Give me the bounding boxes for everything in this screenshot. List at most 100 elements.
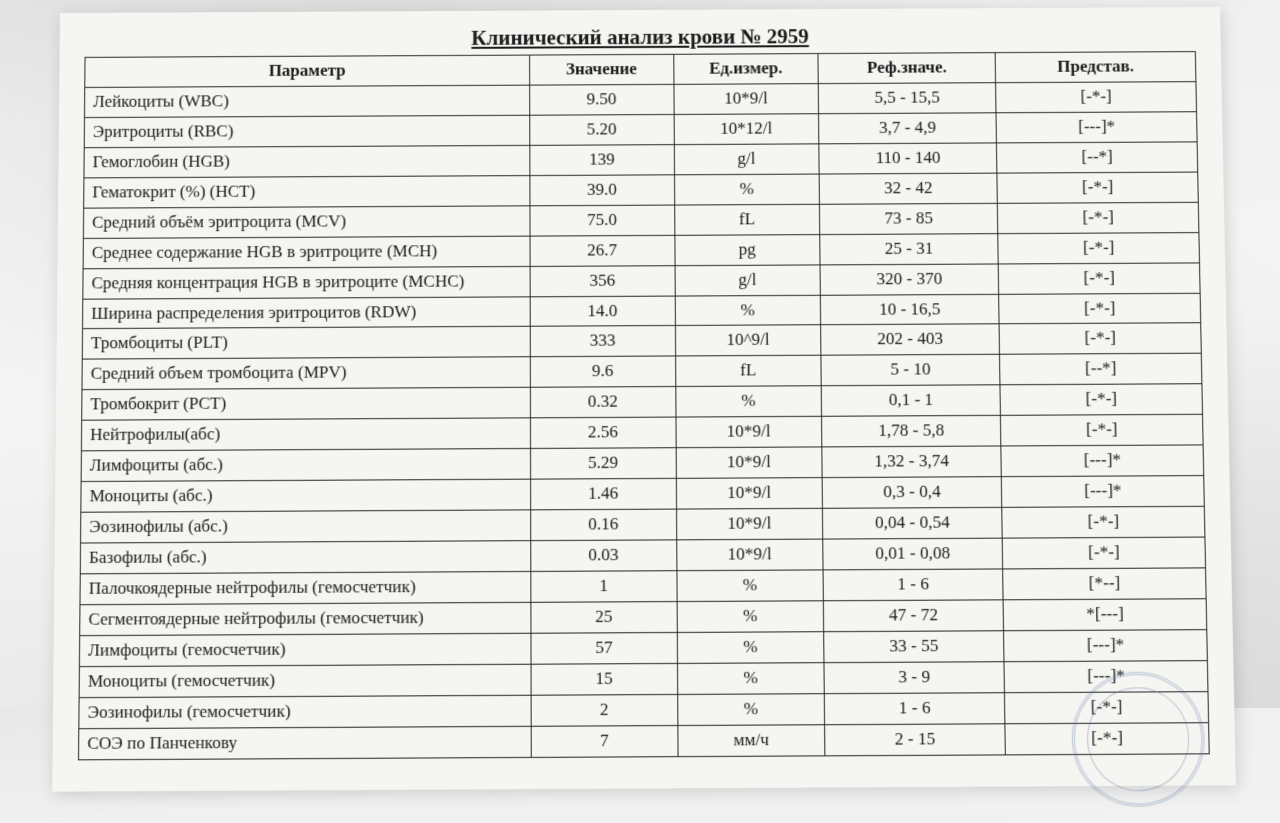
cell-unit: %: [677, 601, 824, 633]
cell-ref: 0,1 - 1: [821, 385, 1001, 416]
cell-ref: 0,01 - 0,08: [823, 538, 1003, 570]
cell-ref: 73 - 85: [819, 203, 998, 234]
cell-repr: [-*-]: [999, 293, 1201, 324]
cell-param: Палочкоядерные нейтрофилы (гемосчетчик): [80, 571, 531, 604]
cell-value: 5.20: [529, 114, 674, 145]
cell-unit: pg: [675, 234, 820, 265]
document-paper: Клинический анализ крови № 2959 Параметр…: [52, 7, 1236, 791]
cell-repr: [-*-]: [998, 232, 1199, 263]
cell-ref: 0,3 - 0,4: [822, 477, 1002, 509]
cell-param: Средний объём эритроцита (MCV): [83, 205, 529, 238]
cell-ref: 1,78 - 5,8: [821, 416, 1001, 448]
cell-ref: 0,04 - 0,54: [822, 507, 1002, 539]
cell-param: Средний объем тромбоцита (MPV): [82, 357, 530, 390]
cell-value: 333: [530, 326, 676, 357]
cell-param: Гемоглобин (HGB): [84, 145, 530, 177]
cell-value: 75.0: [530, 205, 675, 236]
cell-param: Эозинофилы (абс.): [81, 510, 531, 543]
cell-ref: 33 - 55: [824, 631, 1005, 663]
cell-param: Лимфоциты (абс.): [81, 449, 530, 482]
cell-repr: [-*-]: [1002, 506, 1205, 538]
cell-repr: [-*-]: [1000, 384, 1202, 416]
cell-unit: 10*9/l: [674, 84, 819, 115]
cell-ref: 25 - 31: [820, 233, 999, 264]
cell-repr: [-*-]: [996, 82, 1197, 113]
cell-param: Среднее содержание HGB в эритроците (MCH…: [83, 236, 530, 269]
cell-ref: 47 - 72: [823, 600, 1004, 632]
cell-ref: 3 - 9: [824, 661, 1005, 693]
cell-ref: 320 - 370: [820, 264, 999, 295]
cell-unit: g/l: [674, 144, 819, 175]
col-header-value: Значение: [529, 54, 674, 85]
cell-unit: 10*9/l: [676, 417, 822, 448]
cell-value: 0.03: [530, 540, 676, 572]
cell-repr: [---]*: [996, 112, 1197, 143]
cell-param: СОЭ по Панченкову: [79, 726, 531, 759]
cell-repr: [---]*: [1002, 476, 1205, 508]
cell-ref: 10 - 16,5: [820, 294, 999, 325]
cell-param: Эритроциты (RBC): [84, 115, 529, 147]
cell-value: 139: [529, 144, 674, 175]
cell-param: Моноциты (гемосчетчик): [79, 664, 531, 697]
cell-ref: 2 - 15: [824, 723, 1005, 755]
cell-value: 1.46: [530, 478, 676, 509]
cell-value: 39.0: [529, 175, 674, 206]
cell-param: Гематокрит (%) (HCT): [84, 175, 530, 208]
cell-value: 9.50: [529, 84, 674, 115]
cell-value: 0.32: [530, 387, 676, 418]
cell-value: 57: [531, 632, 678, 664]
cell-unit: 10*9/l: [676, 508, 822, 539]
cell-repr: *[---]: [1003, 599, 1206, 631]
cell-ref: 1 - 6: [823, 569, 1003, 601]
col-header-ref: Реф.значе.: [818, 53, 996, 84]
col-header-param: Параметр: [85, 55, 530, 87]
cell-unit: 10*9/l: [676, 447, 822, 478]
cell-repr: [-*-]: [1005, 722, 1209, 754]
cell-unit: %: [677, 662, 824, 694]
col-header-repr: Представ.: [995, 52, 1195, 83]
cell-param: Нейтрофилы(абс): [81, 418, 530, 451]
cell-value: 1: [530, 571, 676, 603]
cell-param: Лейкоциты (WBC): [84, 85, 529, 117]
cell-ref: 202 - 403: [821, 324, 1000, 355]
cell-unit: %: [677, 693, 824, 725]
cell-ref: 5,5 - 15,5: [818, 83, 996, 114]
cell-param: Тромбокрит (PCT): [82, 388, 530, 421]
cell-repr: [--*]: [1000, 354, 1202, 386]
cell-value: 7: [531, 725, 678, 757]
cell-unit: мм/ч: [678, 724, 825, 756]
cell-value: 26.7: [530, 235, 675, 266]
cell-value: 2.56: [530, 417, 676, 448]
cell-value: 2: [531, 694, 678, 726]
cell-unit: %: [675, 295, 821, 326]
cell-unit: 10^9/l: [675, 325, 821, 356]
cell-repr: [--*]: [997, 142, 1198, 173]
cell-param: Эозинофилы (гемосчетчик): [79, 695, 531, 728]
cell-unit: fL: [675, 356, 821, 387]
cell-param: Средняя концентрация HGB в эритроците (M…: [83, 266, 530, 299]
cell-param: Сегментоядерные нейтрофилы (гемосчетчик): [80, 602, 531, 635]
cell-repr: [-*-]: [998, 202, 1199, 233]
cell-repr: [-*-]: [999, 323, 1201, 354]
cell-ref: 110 - 140: [819, 143, 997, 174]
cell-param: Тромбоциты (PLT): [82, 327, 530, 360]
cell-unit: %: [677, 570, 824, 602]
blood-test-table: Параметр Значение Ед.измер. Реф.значе. П…: [78, 51, 1210, 760]
cell-value: 15: [531, 663, 678, 695]
cell-repr: [---]*: [1004, 629, 1207, 661]
cell-value: 14.0: [530, 296, 675, 327]
document-title: Клинический анализ крови № 2959: [85, 22, 1196, 53]
cell-param: Лимфоциты (гемосчетчик): [79, 633, 530, 666]
cell-unit: 10*9/l: [676, 478, 822, 509]
cell-repr: [-*-]: [1005, 691, 1209, 723]
col-header-unit: Ед.измер.: [674, 54, 819, 85]
cell-value: 25: [530, 601, 677, 633]
cell-repr: [---]*: [1001, 445, 1204, 477]
table-row: СОЭ по Панченкову7мм/ч2 - 15[-*-]: [79, 722, 1210, 759]
cell-unit: fL: [674, 204, 819, 235]
cell-param: Базофилы (абс.): [80, 541, 530, 574]
cell-unit: %: [676, 386, 822, 417]
cell-ref: 1,32 - 3,74: [822, 446, 1002, 478]
cell-param: Ширина распределения эритроцитов (RDW): [83, 296, 530, 329]
cell-value: 356: [530, 265, 675, 296]
